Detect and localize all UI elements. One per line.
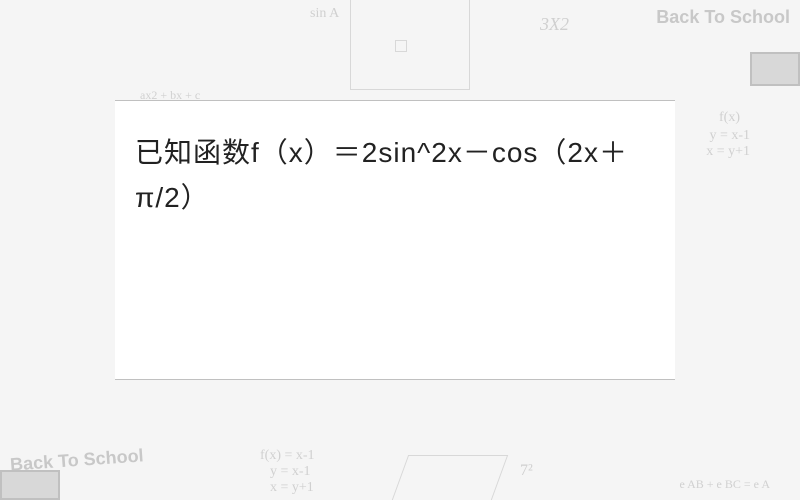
bg-text-xy1: x = y+1 (706, 144, 750, 160)
bg-text-fx-eq: f(x) (719, 110, 740, 126)
chalkboard-bottom (0, 470, 60, 500)
bg-text-sina: sin A (310, 6, 339, 22)
content-panel: 已知函数f（x）＝2sin^2x－cos（2x＋π/2） (115, 100, 675, 380)
bg-angle-mark (395, 40, 407, 52)
back-to-school-top: Back To School (656, 8, 790, 27)
chalkboard-top (750, 52, 800, 86)
bg-text-eab: e AB + e BC = e A (679, 477, 770, 492)
bg-text-7sq: 7² (520, 462, 533, 480)
problem-statement: 已知函数f（x）＝2sin^2x－cos（2x＋π/2） (135, 131, 655, 221)
bg-text-fx: f(x) = x-1 (260, 448, 315, 464)
bg-text-y: y = x-1 (270, 464, 311, 480)
bg-text-yx1: y = x-1 (709, 128, 750, 144)
bg-text-3x2: 3X2 (540, 14, 569, 35)
bg-text-x: x = y+1 (270, 480, 314, 496)
bg-parallelogram (392, 455, 508, 500)
bts-label-top: Back To School (656, 7, 790, 27)
bg-triangle-shape (350, 0, 470, 90)
